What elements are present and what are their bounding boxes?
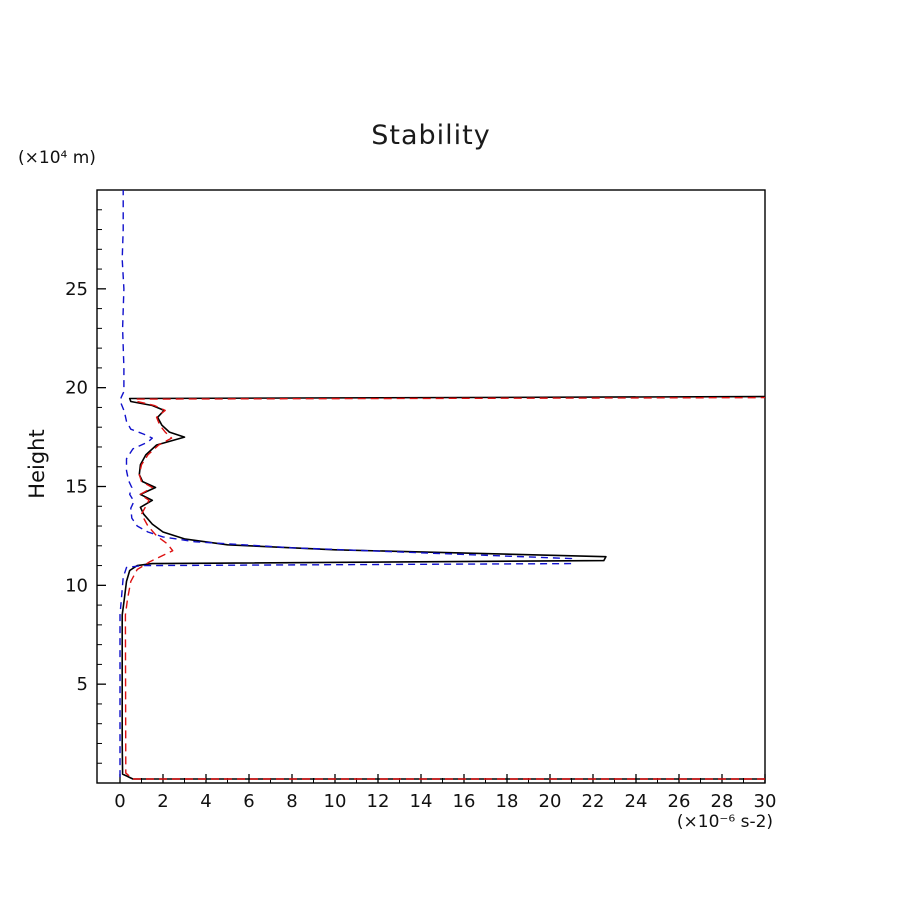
x-tick-label: 16 <box>453 791 476 812</box>
x-tick-label: 6 <box>243 791 254 812</box>
x-tick-label: 26 <box>668 791 691 812</box>
series-stability-dashed-blue <box>119 190 573 778</box>
x-tick-label: 20 <box>539 791 562 812</box>
x-axis-unit-label: (×10⁻⁶ s-2) <box>676 812 774 832</box>
y-axis-unit-label: (×10⁴ m) <box>18 148 96 168</box>
series-stability-dashed-red <box>124 396 765 780</box>
x-tick-label: 8 <box>286 791 297 812</box>
x-tick-label: 30 <box>754 791 777 812</box>
series-stability-solid-black <box>121 395 765 780</box>
x-tick-label: 12 <box>367 791 390 812</box>
x-tick-label: 4 <box>200 791 211 812</box>
x-tick-label: 10 <box>324 791 347 812</box>
chart-title: Stability <box>371 120 491 151</box>
x-tick-label: 0 <box>114 791 125 812</box>
x-tick-label: 24 <box>625 791 648 812</box>
x-tick-label: 18 <box>496 791 519 812</box>
x-tick-label: 2 <box>157 791 168 812</box>
y-tick-label: 15 <box>65 477 88 498</box>
y-tick-label: 10 <box>65 575 88 596</box>
x-tick-label: 22 <box>582 791 605 812</box>
y-tick-label: 5 <box>77 674 88 695</box>
x-tick-label: 14 <box>410 791 433 812</box>
x-tick-label: 28 <box>711 791 734 812</box>
y-tick-label: 25 <box>65 279 88 300</box>
y-tick-label: 20 <box>65 378 88 399</box>
plot-border <box>96 189 766 784</box>
